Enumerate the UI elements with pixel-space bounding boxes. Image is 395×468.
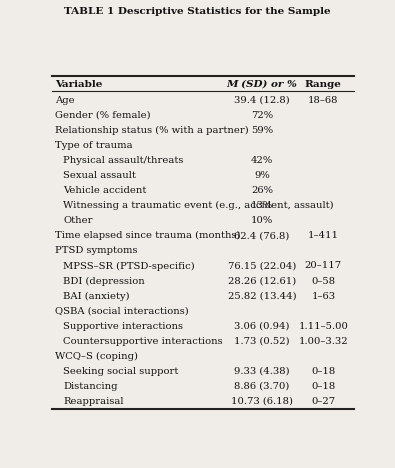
Text: 59%: 59% (251, 126, 273, 135)
Text: 42%: 42% (251, 156, 273, 165)
Text: Supportive interactions: Supportive interactions (64, 322, 183, 331)
Text: Other: Other (64, 216, 93, 225)
Text: Range: Range (305, 80, 342, 89)
Text: 28.26 (12.61): 28.26 (12.61) (228, 277, 296, 285)
Text: 13%: 13% (251, 201, 273, 210)
Text: 39.4 (12.8): 39.4 (12.8) (234, 96, 290, 105)
Text: M (SD) or %: M (SD) or % (227, 80, 297, 89)
Text: Countersupportive interactions: Countersupportive interactions (64, 337, 223, 346)
Text: WCQ–S (coping): WCQ–S (coping) (55, 352, 138, 361)
Text: 3.06 (0.94): 3.06 (0.94) (234, 322, 290, 331)
Text: QSBA (social interactions): QSBA (social interactions) (55, 307, 189, 315)
Text: 0–58: 0–58 (311, 277, 335, 285)
Text: 0–27: 0–27 (311, 397, 335, 406)
Text: 9%: 9% (254, 171, 270, 180)
Text: Time elapsed since trauma (months): Time elapsed since trauma (months) (55, 231, 241, 241)
Text: 1–63: 1–63 (311, 292, 335, 300)
Text: Gender (% female): Gender (% female) (55, 111, 150, 120)
Text: Distancing: Distancing (64, 382, 118, 391)
Text: TABLE 1 Descriptive Statistics for the Sample: TABLE 1 Descriptive Statistics for the S… (64, 7, 331, 16)
Text: Sexual assault: Sexual assault (64, 171, 136, 180)
Text: Age: Age (55, 96, 75, 105)
Text: Type of trauma: Type of trauma (55, 141, 132, 150)
Text: 0–18: 0–18 (311, 367, 335, 376)
Text: 25.82 (13.44): 25.82 (13.44) (228, 292, 296, 300)
Text: MPSS–SR (PTSD-specific): MPSS–SR (PTSD-specific) (64, 262, 195, 271)
Text: 20–117: 20–117 (305, 262, 342, 271)
Text: Relationship status (% with a partner): Relationship status (% with a partner) (55, 126, 248, 135)
Text: 8.86 (3.70): 8.86 (3.70) (235, 382, 290, 391)
Text: Vehicle accident: Vehicle accident (64, 186, 147, 195)
Text: 1.11–5.00: 1.11–5.00 (298, 322, 348, 331)
Text: 1.73 (0.52): 1.73 (0.52) (234, 337, 290, 346)
Text: BAI (anxiety): BAI (anxiety) (64, 292, 130, 300)
Text: PTSD symptoms: PTSD symptoms (55, 247, 137, 256)
Text: 18–68: 18–68 (308, 96, 339, 105)
Text: 9.33 (4.38): 9.33 (4.38) (234, 367, 290, 376)
Text: Seeking social support: Seeking social support (64, 367, 179, 376)
Text: Physical assault/threats: Physical assault/threats (64, 156, 184, 165)
Text: 72%: 72% (251, 111, 273, 120)
Text: 62.4 (76.8): 62.4 (76.8) (235, 231, 290, 241)
Text: 26%: 26% (251, 186, 273, 195)
Text: 0–18: 0–18 (311, 382, 335, 391)
Text: Variable: Variable (55, 80, 102, 89)
Text: 1–411: 1–411 (308, 231, 339, 241)
Text: Witnessing a traumatic event (e.g., accident, assault): Witnessing a traumatic event (e.g., acci… (64, 201, 334, 210)
Text: Reappraisal: Reappraisal (64, 397, 124, 406)
Text: 76.15 (22.04): 76.15 (22.04) (228, 262, 296, 271)
Text: 10.73 (6.18): 10.73 (6.18) (231, 397, 293, 406)
Text: 10%: 10% (251, 216, 273, 225)
Text: 1.00–3.32: 1.00–3.32 (299, 337, 348, 346)
Text: BDI (depression: BDI (depression (64, 277, 145, 285)
